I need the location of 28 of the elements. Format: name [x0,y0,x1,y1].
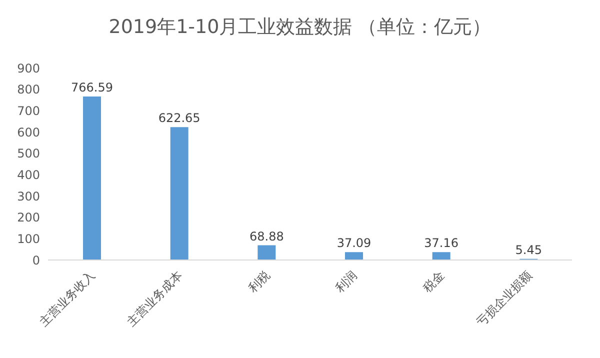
y-tick-label: 800 [17,82,40,97]
data-label: 37.09 [336,236,372,250]
data-label: 766.59 [71,80,113,94]
y-tick-label: 200 [17,210,40,225]
y-tick-label: 0 [32,253,40,268]
chart-title: 2019年1-10月工业效益数据 （单位：亿元） [108,15,492,40]
y-tick-label: 500 [17,146,40,161]
x-tick-label: 利润 [332,268,360,296]
data-label: 37.16 [424,236,459,250]
bar [345,252,363,260]
data-label: 5.45 [515,242,542,257]
y-tick-label: 100 [17,232,40,246]
bar [170,127,188,260]
data-label: 622.65 [158,111,200,126]
x-tick-label: 主营业务成本 [124,268,186,330]
y-tick-label: 400 [17,168,40,182]
x-tick-label: 利税 [246,268,272,296]
y-tick-label: 700 [17,104,40,118]
x-tick-label: 亏损企业损额 [474,268,534,330]
bar [432,252,450,260]
y-tick-label: 600 [17,125,40,140]
y-tick-label: 300 [17,189,40,204]
y-tick-label: 900 [17,61,40,76]
data-label: 68.88 [249,229,284,244]
bar [83,96,101,260]
x-tick-label: 税金 [420,268,448,296]
bar [258,245,276,260]
x-tick-label: 主营业务收入 [36,268,98,330]
